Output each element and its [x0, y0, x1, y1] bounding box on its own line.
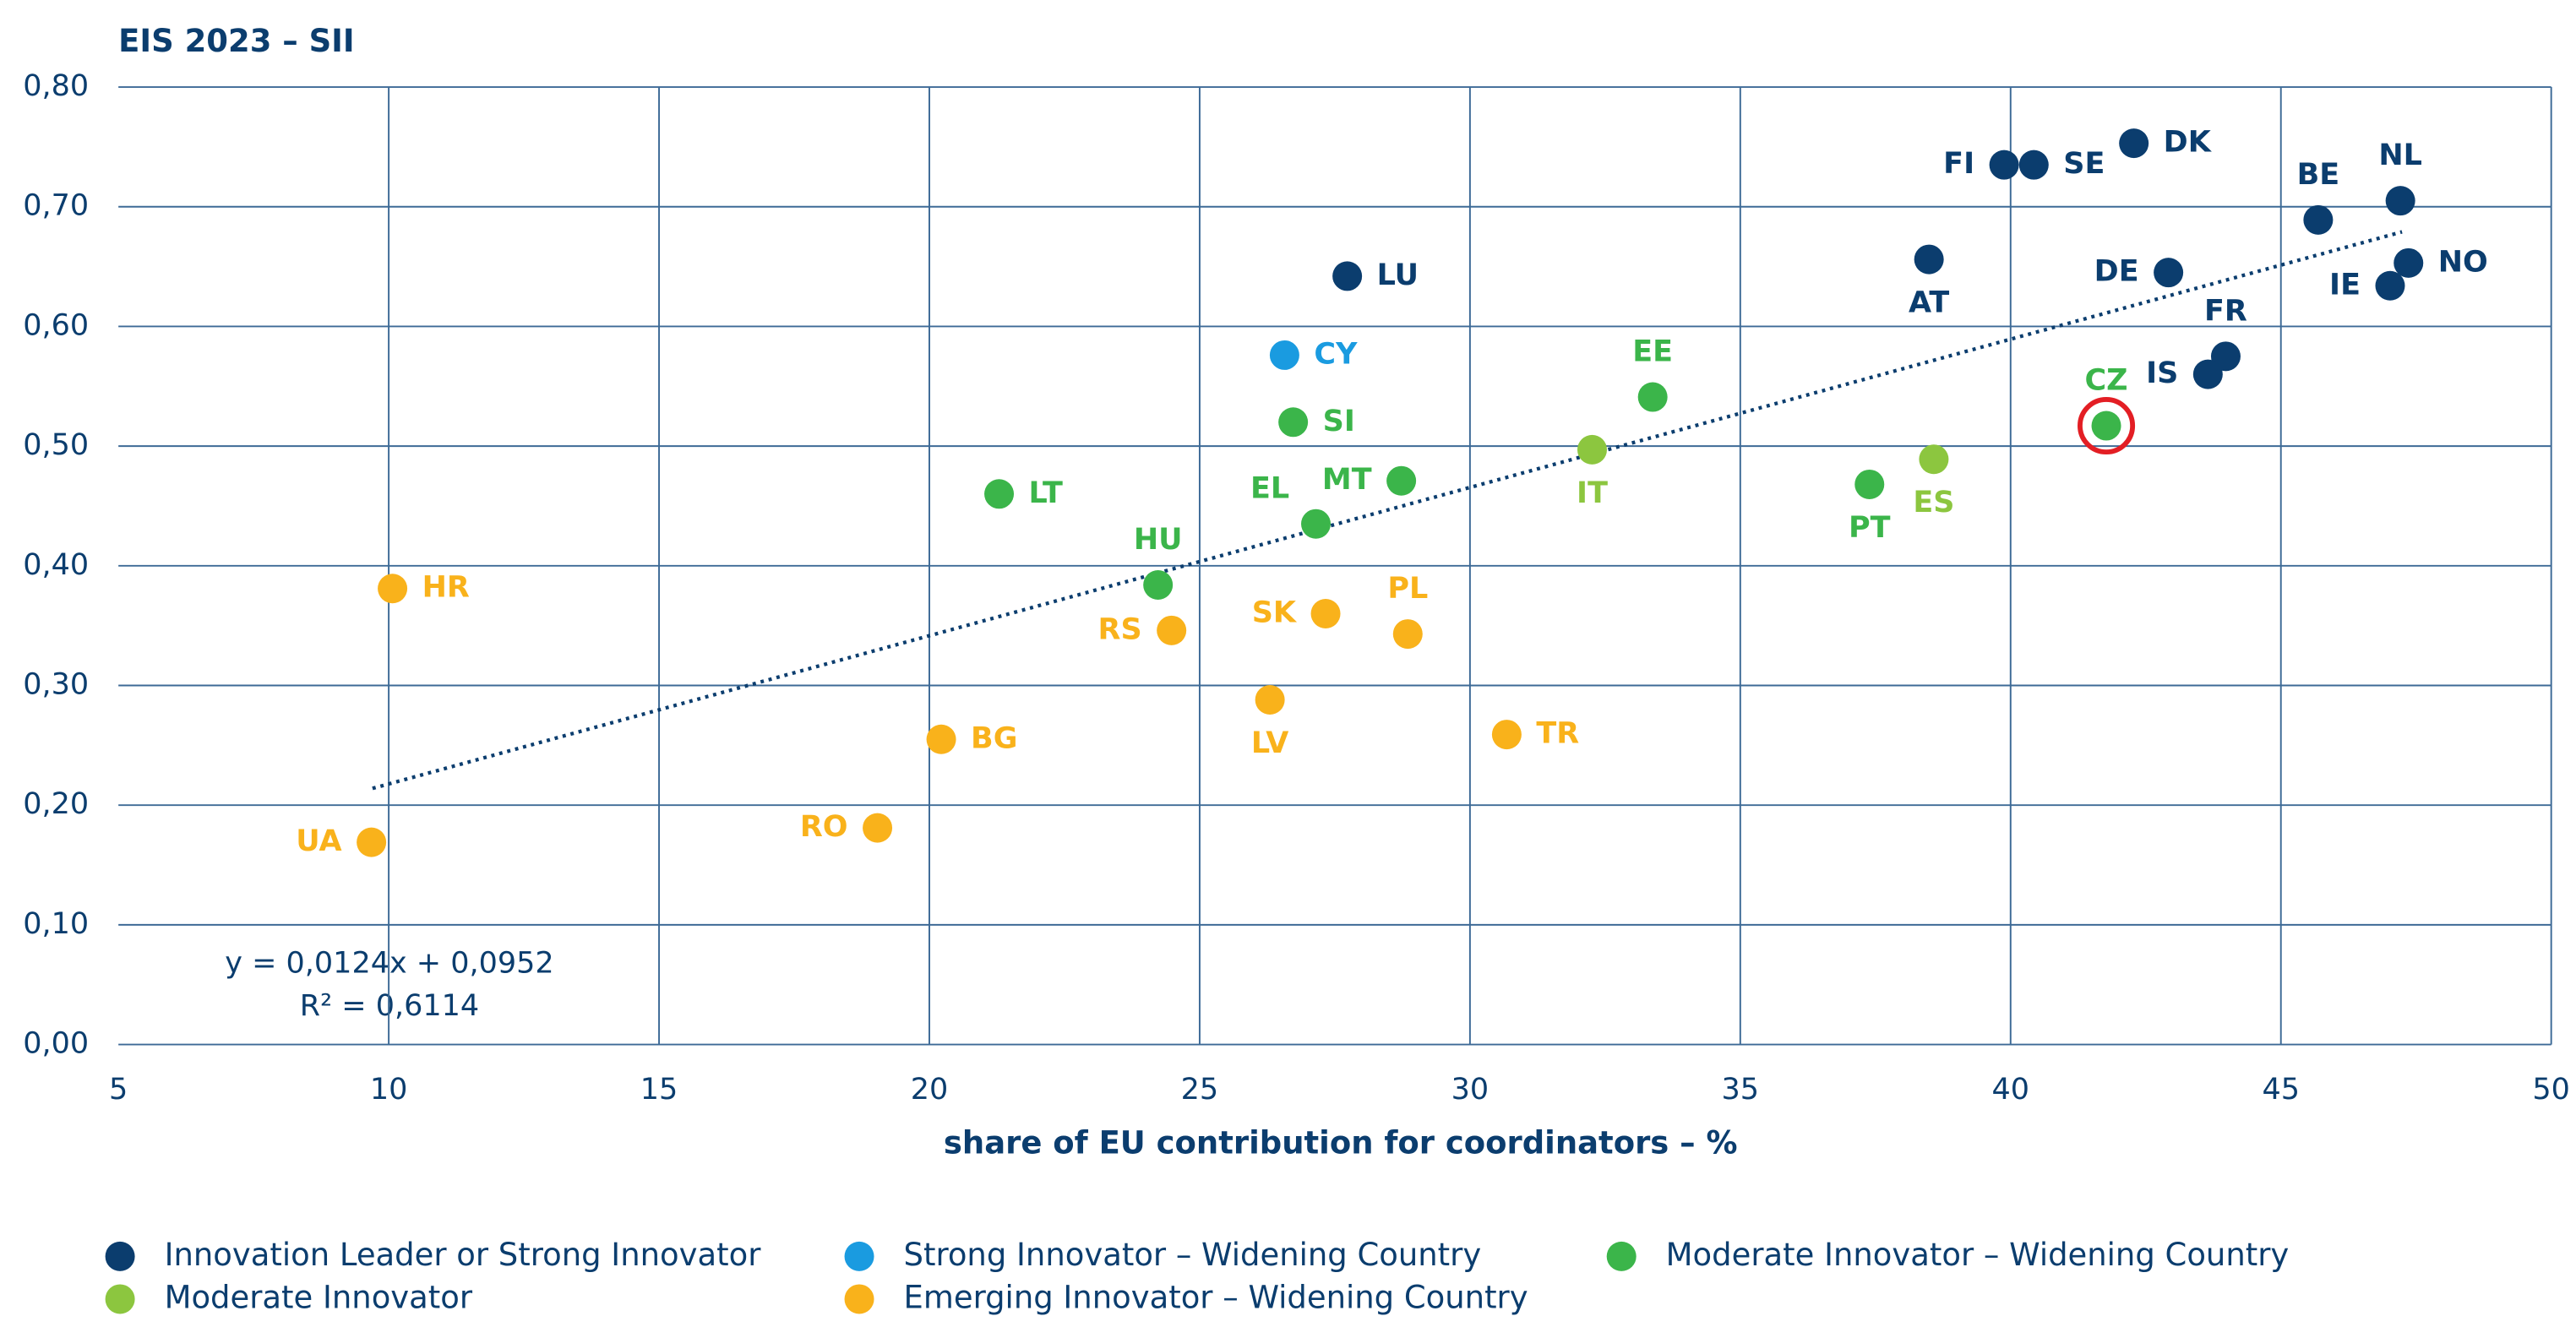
x-tick-label: 30 — [1451, 1073, 1490, 1107]
point-label: IS — [2146, 356, 2178, 390]
point-label: LT — [1029, 476, 1064, 510]
legend-marker — [844, 1241, 874, 1271]
point — [1491, 720, 1522, 750]
x-tick-label: 5 — [109, 1073, 128, 1107]
point-label: IT — [1577, 476, 1608, 510]
legend-marker — [844, 1284, 874, 1314]
point — [357, 827, 387, 857]
y-tick-label: 0,10 — [23, 907, 89, 941]
point-label: RS — [1098, 612, 1142, 646]
point-label: HR — [422, 571, 470, 605]
point-label: UA — [296, 824, 341, 858]
legend-marker — [105, 1241, 135, 1271]
point-label: EL — [1250, 471, 1289, 505]
point-label: NL — [2378, 139, 2422, 172]
x-tick-label: 10 — [370, 1073, 408, 1107]
y-tick-label: 0,20 — [23, 787, 89, 821]
trendline — [372, 230, 2403, 791]
point — [1310, 598, 1341, 628]
point-label: DE — [2094, 255, 2139, 289]
legend-label: Moderate Innovator – Widening Country — [1666, 1237, 2290, 1273]
point-label: SI — [1323, 405, 1355, 438]
legend-label: Innovation Leader or Strong Innovator — [165, 1237, 762, 1273]
point-label: NO — [2438, 245, 2488, 279]
x-axis-title: share of EU contribution for coordinator… — [944, 1125, 1738, 1161]
point-label: TR — [1536, 717, 1579, 751]
point — [1386, 465, 1417, 496]
point-label: FI — [1943, 147, 1974, 181]
point-label: BG — [971, 721, 1017, 755]
point-label: LU — [1377, 258, 1419, 292]
point — [1269, 340, 1299, 370]
highlight-ring — [2078, 397, 2136, 455]
point-label: BE — [2297, 158, 2340, 192]
y-tick-label: 0,70 — [23, 189, 89, 223]
x-tick-label: 45 — [2262, 1073, 2300, 1107]
legend-label: Moderate Innovator — [165, 1279, 473, 1315]
point-label: PL — [1387, 572, 1428, 606]
point — [1914, 244, 1944, 275]
point — [926, 724, 956, 754]
point — [2375, 270, 2405, 301]
y-tick-label: 0,60 — [23, 308, 89, 342]
y-tick-label: 0,50 — [23, 428, 89, 462]
y-tick-label: 0,00 — [23, 1027, 89, 1061]
point-label: AT — [1909, 286, 1949, 320]
x-tick-label: 40 — [1992, 1073, 2030, 1107]
point-label: CY — [1314, 337, 1358, 371]
point-label: RO — [800, 810, 848, 844]
point — [1332, 261, 1363, 291]
legend-marker — [1606, 1241, 1637, 1271]
y-tick-label: 0,40 — [23, 548, 89, 582]
point-label: DK — [2164, 126, 2213, 160]
legend-marker — [105, 1284, 135, 1314]
point — [1255, 685, 1285, 715]
point-label: SK — [1252, 596, 1298, 629]
point — [2018, 150, 2049, 180]
point-label: MT — [1322, 463, 1372, 497]
point-label: IE — [2329, 268, 2361, 302]
point — [1301, 509, 1332, 539]
legend-label: Emerging Innovator – Widening Country — [904, 1279, 1528, 1315]
point — [2303, 204, 2334, 235]
point — [984, 479, 1015, 509]
x-tick-label: 20 — [911, 1073, 949, 1107]
point — [1143, 569, 1174, 600]
point-label: SE — [2063, 147, 2105, 181]
x-tick-label: 25 — [1181, 1073, 1219, 1107]
point — [2091, 411, 2121, 441]
point — [2385, 186, 2415, 216]
point — [2394, 247, 2424, 278]
point-label: EE — [1632, 335, 1673, 369]
point-label: ES — [1913, 486, 1954, 519]
point — [2119, 128, 2149, 159]
x-tick-label: 15 — [640, 1073, 678, 1107]
point — [1157, 615, 1187, 645]
point-label: FR — [2204, 294, 2247, 328]
point — [1637, 382, 1668, 412]
point — [1577, 434, 1608, 465]
point — [1854, 469, 1885, 499]
point — [2154, 258, 2184, 288]
y-tick-label: 0,80 — [23, 69, 89, 103]
point — [1919, 444, 1949, 475]
chart-title: EIS 2023 – SII — [118, 23, 355, 59]
point — [2210, 341, 2241, 372]
point-label: HU — [1134, 523, 1183, 557]
y-tick-label: 0,30 — [23, 668, 89, 702]
x-tick-label: 35 — [1722, 1073, 1760, 1107]
point — [1278, 407, 1309, 438]
point-label: LV — [1251, 726, 1289, 760]
point — [2192, 359, 2223, 389]
point — [1392, 619, 1423, 650]
point — [1989, 150, 2019, 180]
x-tick-label: 50 — [2532, 1073, 2570, 1107]
point-label: CZ — [2085, 364, 2128, 398]
point — [863, 813, 893, 843]
point — [378, 574, 408, 604]
point-label: PT — [1849, 511, 1891, 545]
legend-label: Strong Innovator – Widening Country — [904, 1237, 1482, 1273]
